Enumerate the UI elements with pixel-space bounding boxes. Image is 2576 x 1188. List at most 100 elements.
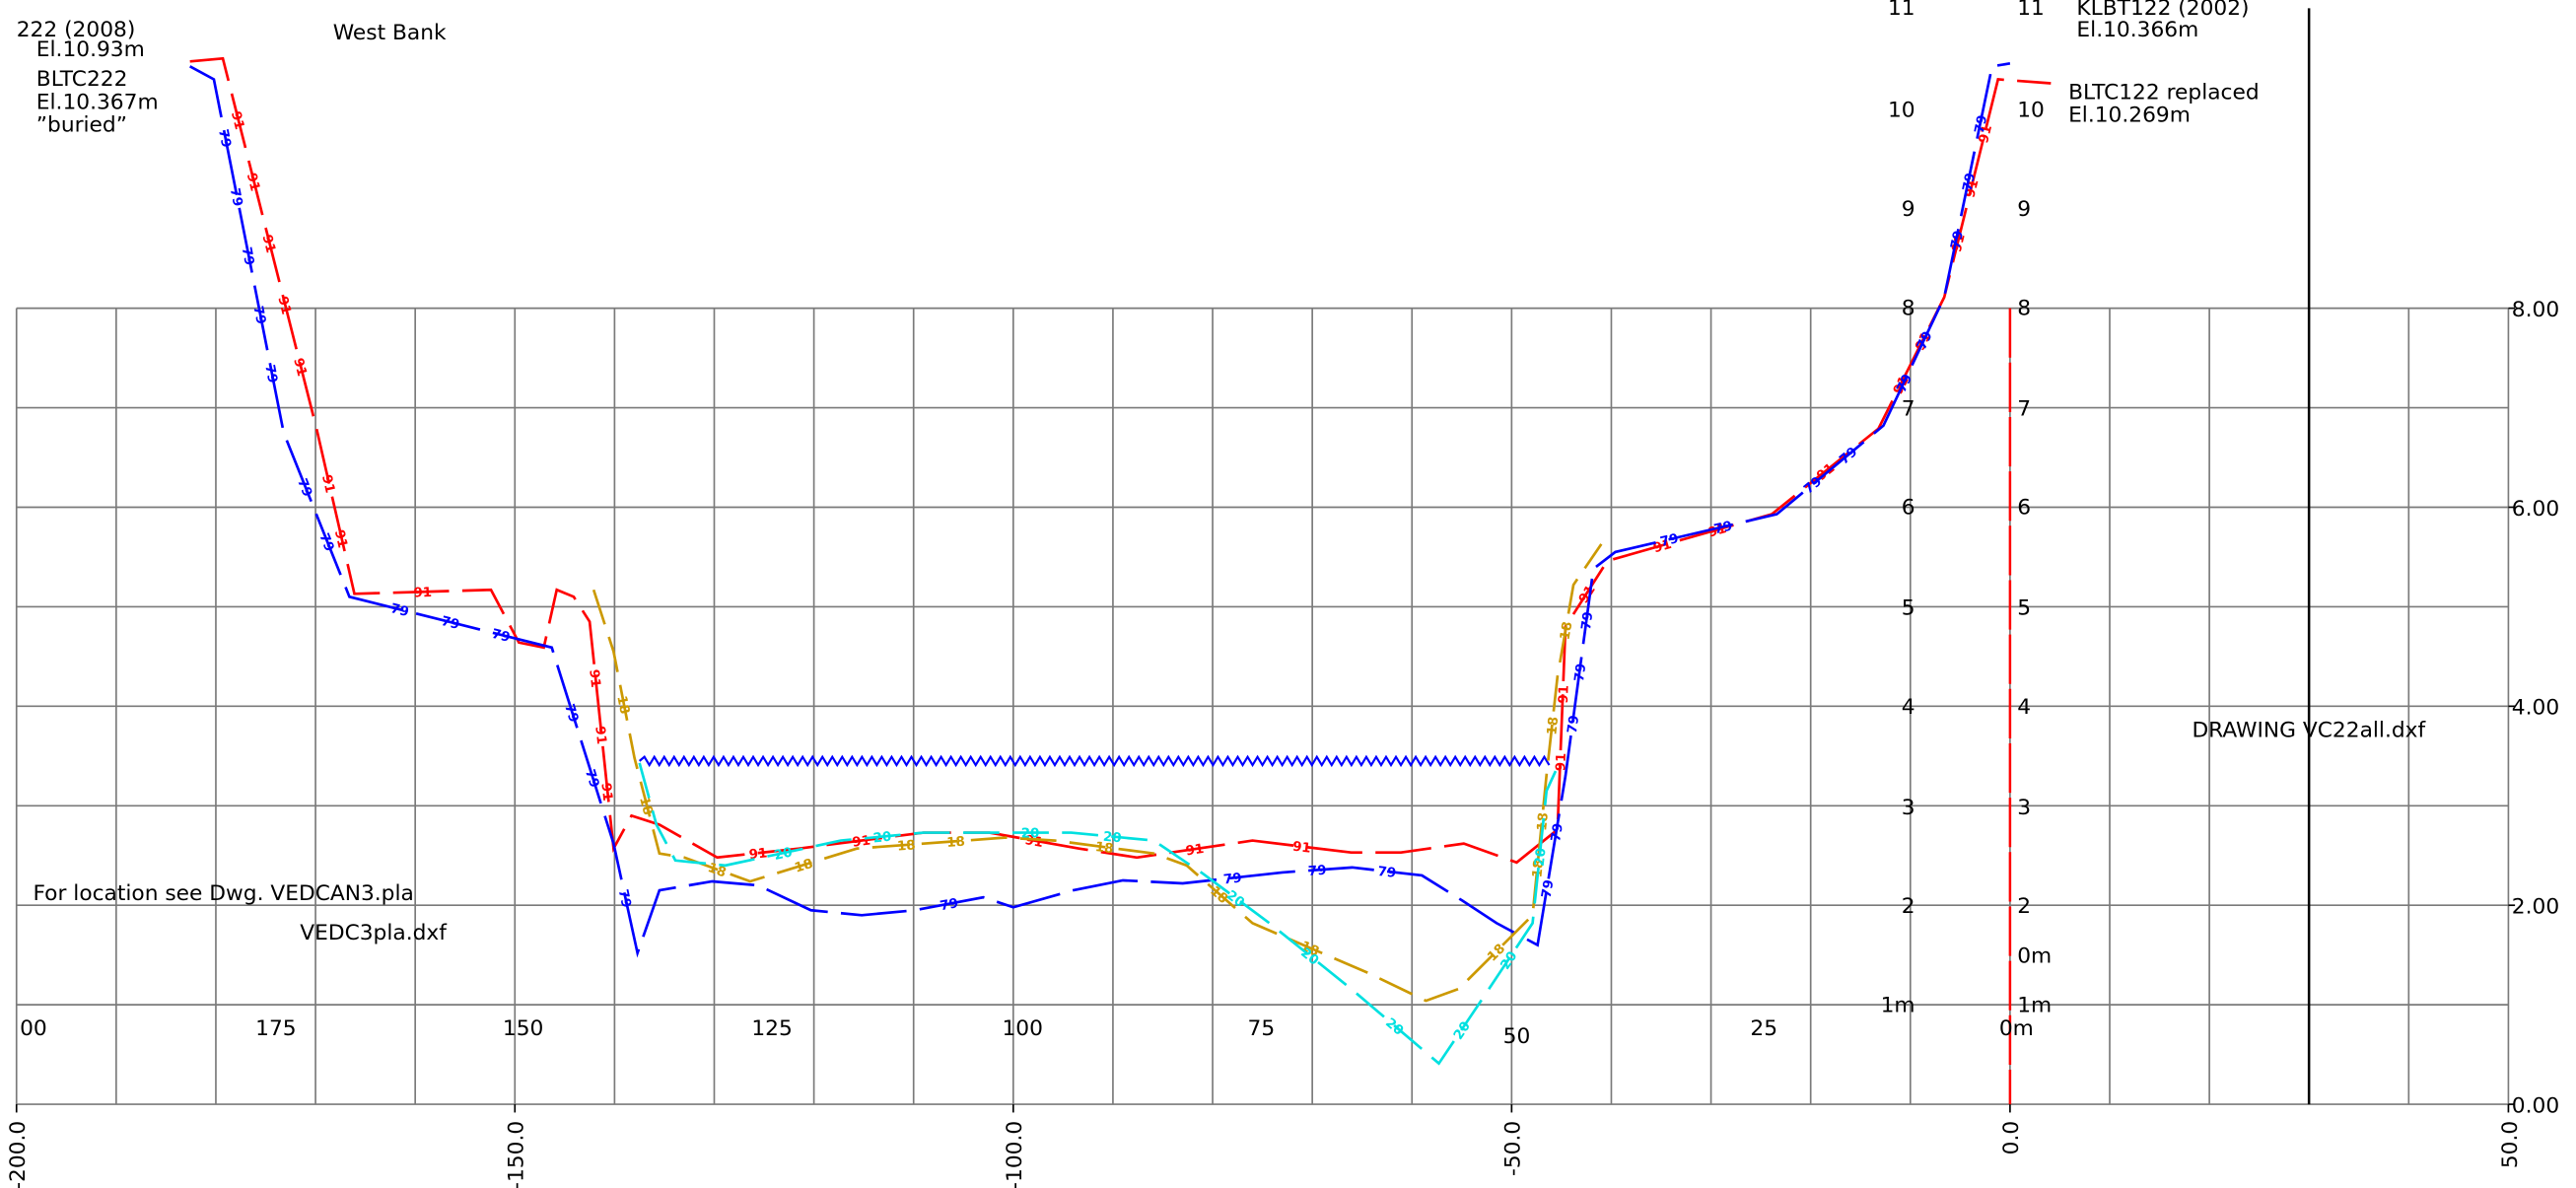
y-tick-label: 2.00 — [2512, 895, 2559, 920]
line-code-label: 79 — [1961, 172, 1979, 192]
line-code-label: 20 — [1021, 827, 1040, 842]
line-code-label: 18 — [793, 857, 814, 876]
line-code-label: 79 — [1579, 611, 1596, 631]
x-tick-label: -150.0 — [505, 1121, 529, 1188]
line-code-label: 79 — [582, 768, 601, 790]
gauge-label: 9 — [2017, 197, 2031, 222]
line-code-label: 79 — [1540, 878, 1558, 899]
line-code-label: 79 — [939, 896, 959, 914]
line-code-label: 91 — [259, 234, 278, 255]
line-code-label: 91 — [1557, 685, 1572, 704]
line-code-label: 79 — [615, 888, 634, 909]
line-code-label: 18 — [1558, 620, 1575, 641]
line-code-label: 18 — [1094, 840, 1114, 857]
line-code-label: 91 — [413, 586, 432, 601]
annotation: BLTC122 replaced — [2068, 80, 2260, 105]
annotation: For location see Dwg. VEDCAN3.pla — [33, 881, 413, 906]
x-tick-label: 50.0 — [2498, 1121, 2523, 1168]
annotation: BLTC222 — [36, 67, 128, 92]
gauge-label: 1m — [1881, 993, 1915, 1017]
line-code-label: 18 — [1298, 939, 1321, 959]
line-code-label: 20 — [1451, 1019, 1474, 1043]
line-code-label: 18 — [946, 835, 966, 851]
line-code-label: 79 — [294, 476, 314, 499]
line-code-label: 91 — [244, 172, 262, 193]
line-code-label: 79 — [215, 128, 233, 149]
chainage-label: 125 — [751, 1016, 792, 1041]
line-code-label: 91 — [1185, 842, 1206, 860]
line-code-label: 79 — [1566, 715, 1582, 734]
gauge-label: 10 — [1888, 99, 1915, 123]
x-tick-label: -200.0 — [6, 1121, 31, 1188]
line-code-label: 91 — [331, 528, 350, 549]
line-code-label: 20 — [773, 845, 794, 864]
gauge-label: 11 — [1888, 0, 1915, 21]
chainage-label: 00 — [20, 1016, 47, 1041]
annotation: West Bank — [333, 21, 447, 45]
annotation: KLBT122 (2002) — [2076, 0, 2249, 21]
line-code-label: 79 — [1659, 531, 1681, 550]
gauge-label: 4 — [2017, 695, 2031, 720]
annotation: ”buried” — [36, 113, 127, 138]
chainage-label: 50 — [1503, 1024, 1531, 1049]
gauge-label: 1m — [2017, 993, 2052, 1017]
water-level — [638, 754, 1551, 768]
line-code-label: 79 — [389, 601, 411, 620]
gauge-label: 7 — [2017, 396, 2031, 421]
line-code-label: 18 — [1545, 716, 1562, 735]
line-code-label: 91 — [274, 295, 293, 316]
gauge-label: 9 — [1902, 197, 1915, 222]
gauge-label: 3 — [2017, 796, 2031, 820]
line-code-label: 20 — [1382, 1015, 1406, 1038]
chainage-label: 0m — [1999, 1016, 2034, 1041]
chainage-label: 150 — [503, 1016, 543, 1041]
line-code-label: 79 — [1895, 372, 1916, 394]
line-code-label: 91 — [592, 726, 608, 745]
gauge-label: 7 — [1902, 396, 1915, 421]
line-code-label: 79 — [1915, 329, 1936, 352]
gauge-label: 3 — [1902, 796, 1915, 820]
line-code-label: 18 — [706, 861, 729, 880]
x-tick-label: -100.0 — [1003, 1121, 1027, 1188]
gauge-label: 5 — [1902, 596, 1915, 621]
annotation: DRAWING VC22all.dxf — [2192, 718, 2426, 742]
y-tick-label: 0.00 — [2512, 1093, 2559, 1118]
line-code-label: 18 — [897, 838, 917, 854]
line-code-label: 79 — [261, 364, 279, 384]
gauge-label: 5 — [2017, 596, 2031, 621]
gauge-label: 11 — [2017, 0, 2045, 21]
annotation: El.10.366m — [2076, 18, 2198, 42]
line-code-label: 20 — [872, 830, 892, 847]
line-code-label: 79 — [1307, 864, 1327, 879]
line-code-label: 91 — [1977, 123, 1995, 145]
line-code-label: 79 — [1949, 230, 1967, 250]
chainage-label: 75 — [1248, 1016, 1276, 1041]
x-tick-label: -50.0 — [1501, 1121, 1526, 1176]
line-code-label: 79 — [1712, 519, 1734, 537]
line-code-label: 79 — [1549, 822, 1566, 843]
gauge-label: 2 — [1902, 894, 1915, 919]
section-line — [638, 762, 1560, 1066]
x-tick-label: 0.0 — [1999, 1121, 2024, 1155]
line-code-label: 91 — [1023, 833, 1044, 851]
line-code-label: 91 — [290, 357, 309, 379]
annotation: 222 (2008) — [17, 18, 136, 42]
gauge-label: 2 — [2017, 894, 2031, 919]
chainage-label: 25 — [1750, 1016, 1777, 1041]
line-code-label: 18 — [613, 695, 631, 716]
y-tick-label: 4.00 — [2512, 696, 2559, 721]
line-code-label: 20 — [1533, 847, 1550, 867]
line-code-label: 79 — [249, 305, 267, 325]
gauge-label: 4 — [1902, 695, 1915, 720]
line-code-label: 79 — [1377, 865, 1397, 881]
section-line — [592, 543, 1603, 1003]
line-code-label: 79 — [561, 702, 581, 724]
gauge-label: 10 — [2017, 99, 2045, 123]
section-line — [189, 62, 2011, 958]
gauge-label: 0m — [2017, 943, 2052, 968]
line-code-label: 91 — [228, 109, 246, 131]
chainage-label: 175 — [255, 1016, 296, 1041]
line-code-label: 91 — [1651, 537, 1673, 557]
